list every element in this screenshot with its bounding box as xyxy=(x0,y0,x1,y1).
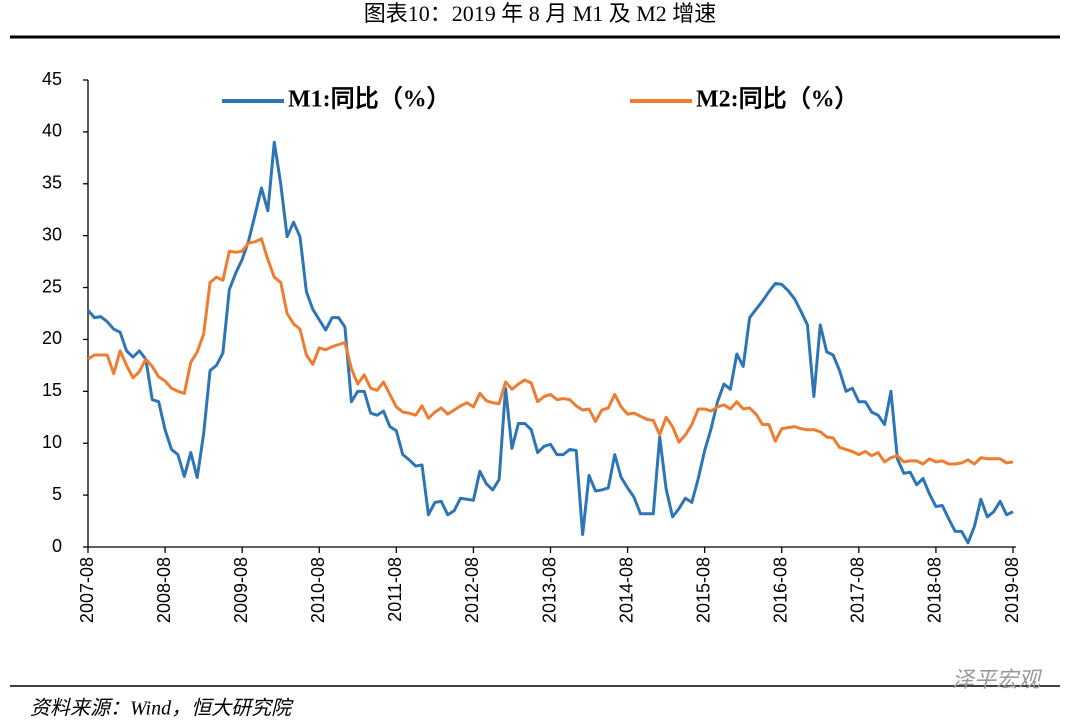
y-tick-label: 45 xyxy=(42,69,62,89)
series-line xyxy=(87,237,1014,466)
legend-label: M2:同比（%） xyxy=(696,86,859,113)
chart-title: 图表10：2019 年 8 月 M1 及 M2 增速 xyxy=(364,1,717,26)
source-note: 资料来源：Wind，恒大研究院 xyxy=(30,698,294,720)
x-tick-label: 2012-08 xyxy=(462,557,482,623)
x-tick-label: 2007-08 xyxy=(77,557,97,623)
legend-label: M1:同比（%） xyxy=(288,86,451,113)
x-tick-label: 2018-08 xyxy=(925,557,945,623)
x-tick-label: 2013-08 xyxy=(539,557,559,623)
x-tick-label: 2009-08 xyxy=(231,557,251,623)
watermark: 泽平宏观 xyxy=(952,667,1043,692)
series-line xyxy=(86,140,1014,545)
y-tick-label: 20 xyxy=(42,328,62,348)
x-tick-label: 2017-08 xyxy=(848,557,868,623)
y-tick-label: 30 xyxy=(42,224,62,244)
x-tick-label: 2010-08 xyxy=(308,557,328,623)
x-tick-label: 2019-08 xyxy=(1002,557,1022,623)
y-tick-label: 15 xyxy=(42,380,62,400)
y-tick-label: 5 xyxy=(52,484,62,504)
x-tick-label: 2008-08 xyxy=(154,557,174,623)
x-tick-label: 2015-08 xyxy=(693,557,713,623)
y-tick-label: 0 xyxy=(52,536,62,556)
y-tick-label: 25 xyxy=(42,276,62,296)
x-tick-label: 2016-08 xyxy=(771,557,791,623)
y-tick-label: 40 xyxy=(42,121,62,141)
y-tick-label: 10 xyxy=(42,432,62,452)
x-tick-label: 2014-08 xyxy=(616,557,636,623)
x-tick-label: 2011-08 xyxy=(385,557,405,622)
y-tick-label: 35 xyxy=(42,173,62,193)
